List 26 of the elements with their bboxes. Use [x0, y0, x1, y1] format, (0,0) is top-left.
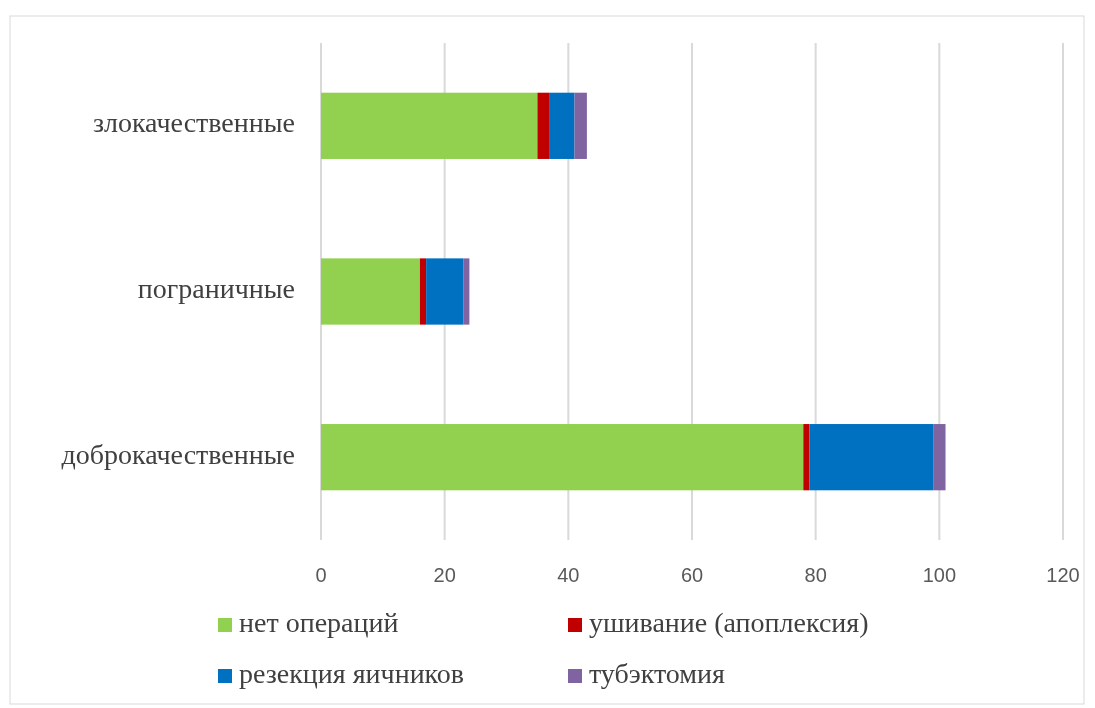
legend-label: резекция яичников — [239, 658, 465, 689]
y-tick-label: доброкачественные — [61, 438, 295, 470]
bar — [537, 92, 550, 159]
x-tick-label: 60 — [680, 564, 704, 586]
legend-label: тубэктомия — [589, 658, 726, 689]
x-tick-label: 100 — [922, 564, 957, 586]
y-tick-label: злокачественные — [92, 107, 295, 139]
bar — [426, 258, 464, 325]
bar — [574, 92, 587, 159]
legend-label: ушивание (апоплексия) — [589, 607, 869, 638]
x-tick-label: 20 — [433, 564, 456, 586]
x-tick-label: 120 — [1046, 564, 1080, 586]
bar — [321, 424, 804, 491]
bar — [549, 92, 575, 159]
bar — [321, 258, 420, 325]
x-tick-label: 80 — [804, 564, 827, 586]
x-tick-label: 0 — [315, 564, 327, 586]
legend-label: нет операций — [239, 607, 399, 638]
x-tick-label: 40 — [557, 564, 580, 586]
bar — [809, 424, 934, 491]
bar — [419, 258, 427, 325]
bar — [321, 92, 538, 159]
bar — [933, 424, 946, 491]
y-tick-label: пограничные — [137, 272, 295, 304]
bar — [463, 258, 470, 325]
bar — [803, 424, 810, 491]
